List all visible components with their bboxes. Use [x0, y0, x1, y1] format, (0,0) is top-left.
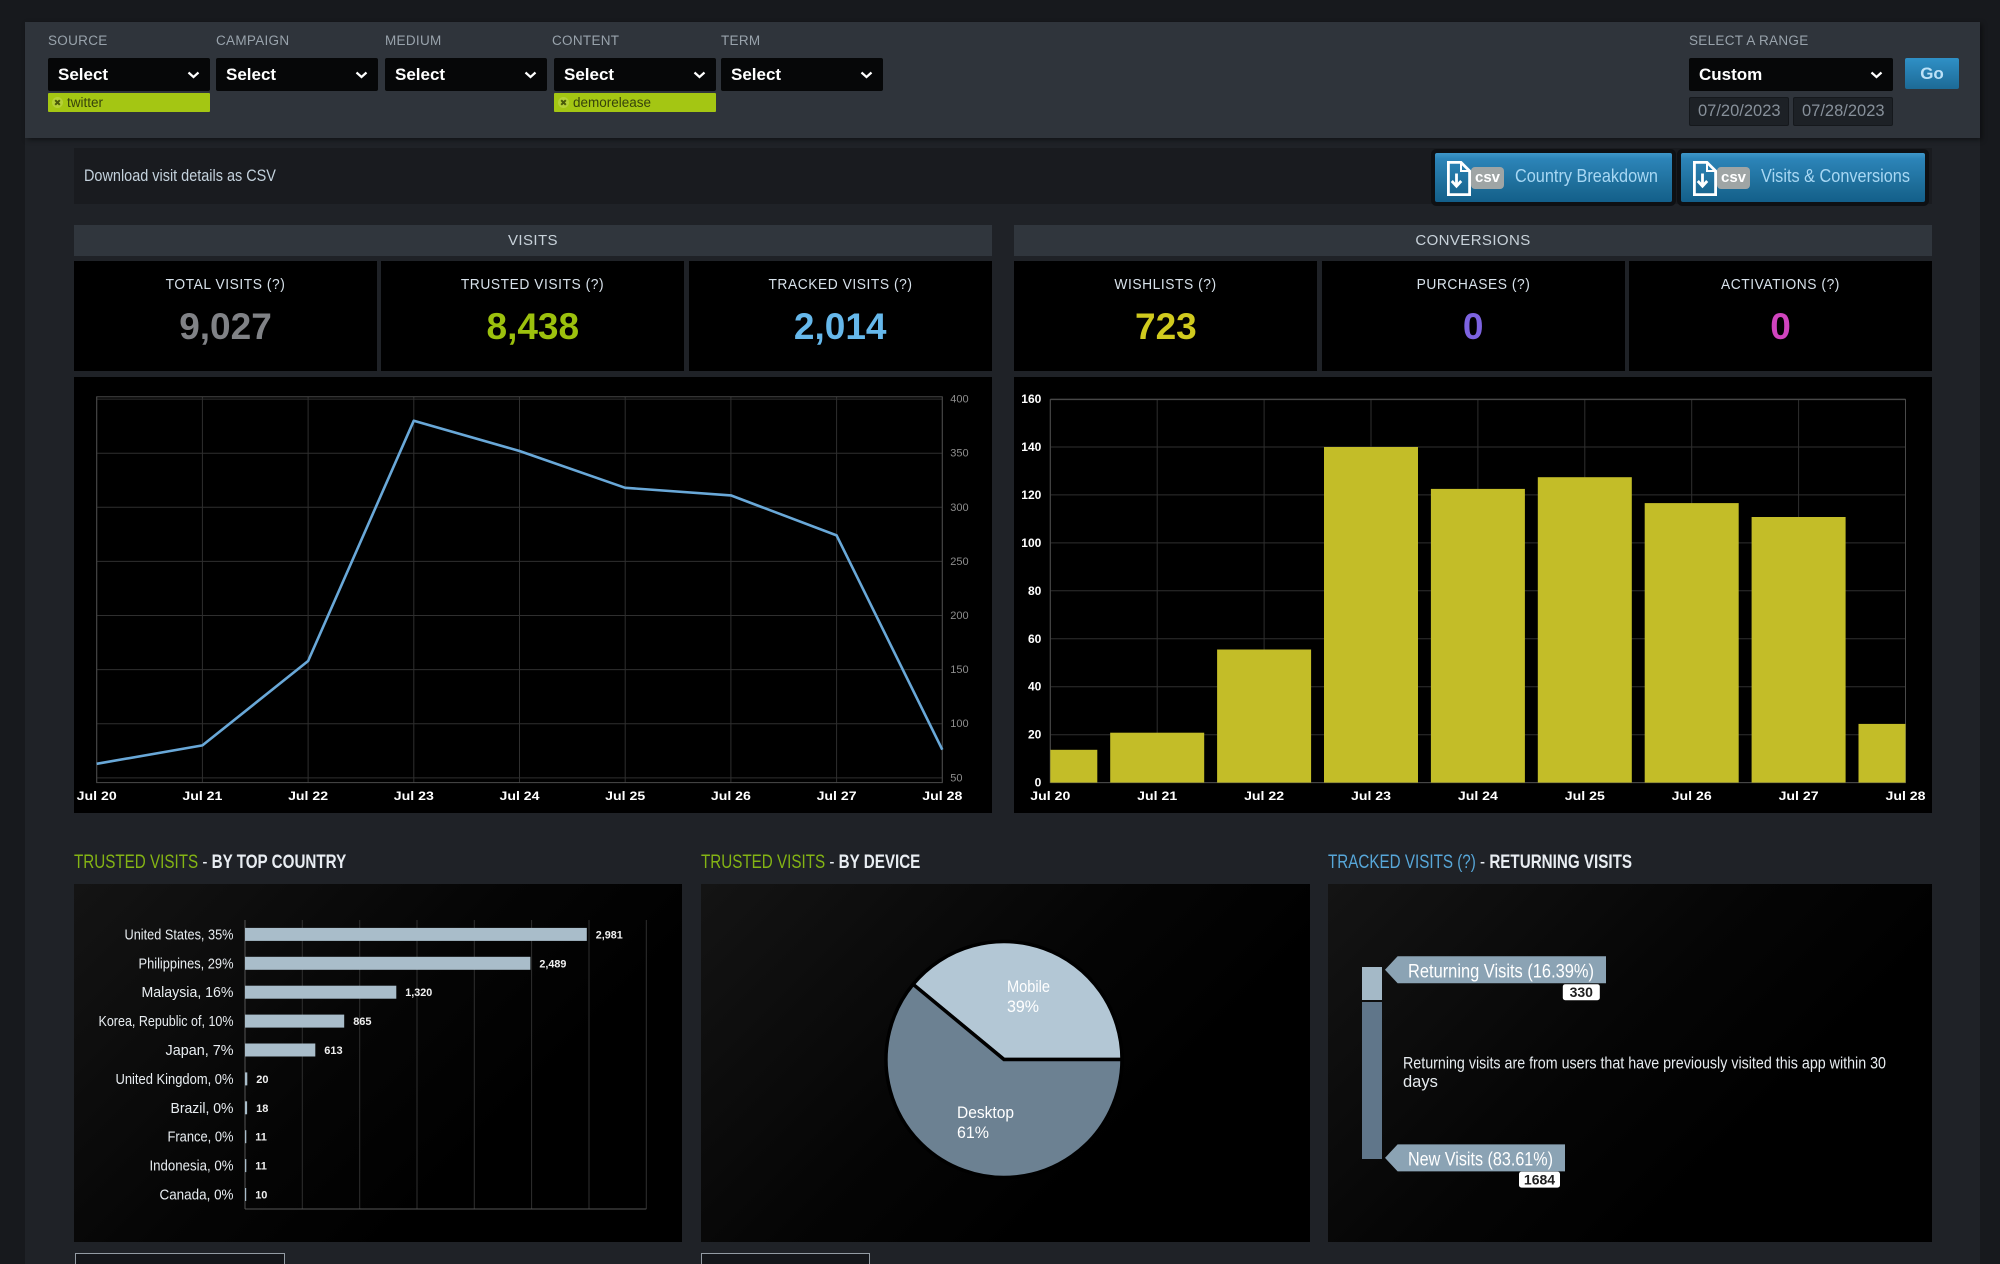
svg-text:613: 613 — [324, 1045, 342, 1057]
svg-text:Jul 20: Jul 20 — [77, 789, 117, 803]
svg-text:Brazil, 0%: Brazil, 0% — [171, 1101, 234, 1117]
svg-text:330: 330 — [1570, 984, 1594, 1000]
svg-text:Jul 27: Jul 27 — [817, 789, 857, 803]
svg-text:60: 60 — [1028, 632, 1042, 646]
svg-text:1,320: 1,320 — [405, 987, 432, 999]
svg-text:11: 11 — [255, 1161, 267, 1173]
svg-text:Jul 24: Jul 24 — [500, 789, 540, 803]
svg-text:Returning Visits (16.39%): Returning Visits (16.39%) — [1408, 962, 1594, 983]
svg-text:New Visits (83.61%): New Visits (83.61%) — [1408, 1150, 1553, 1171]
svg-text:350: 350 — [950, 448, 968, 460]
svg-text:0: 0 — [1035, 776, 1042, 790]
svg-text:400: 400 — [950, 394, 968, 406]
svg-text:Jul 23: Jul 23 — [394, 789, 434, 803]
svg-text:Jul 26: Jul 26 — [1672, 789, 1712, 803]
svg-text:France, 0%: France, 0% — [168, 1130, 234, 1146]
svg-text:United Kingdom, 0%: United Kingdom, 0% — [116, 1072, 234, 1088]
svg-text:Jul 21: Jul 21 — [1137, 789, 1177, 803]
svg-text:Desktop: Desktop — [957, 1104, 1014, 1122]
svg-text:250: 250 — [950, 556, 968, 568]
svg-text:Returning visits are from user: Returning visits are from users that hav… — [1403, 1055, 1886, 1073]
svg-text:80: 80 — [1028, 584, 1042, 598]
svg-text:865: 865 — [353, 1016, 371, 1028]
svg-text:Jul 28: Jul 28 — [922, 789, 962, 803]
svg-text:61%: 61% — [957, 1124, 989, 1142]
svg-text:20: 20 — [1028, 728, 1042, 742]
svg-text:40: 40 — [1028, 680, 1042, 694]
svg-text:Jul 22: Jul 22 — [1244, 789, 1284, 803]
svg-text:Canada, 0%: Canada, 0% — [160, 1188, 234, 1204]
svg-text:140: 140 — [1021, 440, 1041, 454]
svg-text:Jul 25: Jul 25 — [1565, 789, 1605, 803]
svg-text:120: 120 — [1021, 488, 1041, 502]
svg-text:10: 10 — [255, 1190, 267, 1202]
svg-text:Korea, Republic of, 10%: Korea, Republic of, 10% — [99, 1014, 234, 1030]
svg-text:150: 150 — [950, 664, 968, 676]
svg-text:days: days — [1403, 1073, 1438, 1091]
svg-text:2,981: 2,981 — [596, 929, 623, 941]
svg-text:100: 100 — [950, 718, 968, 730]
svg-text:100: 100 — [1021, 536, 1041, 550]
svg-text:Jul 22: Jul 22 — [288, 789, 328, 803]
svg-text:200: 200 — [950, 610, 968, 622]
svg-text:Jul 26: Jul 26 — [711, 789, 751, 803]
svg-text:Jul 27: Jul 27 — [1779, 789, 1819, 803]
svg-text:1684: 1684 — [1524, 1172, 1555, 1188]
svg-text:Jul 24: Jul 24 — [1458, 789, 1498, 803]
svg-text:Jul 23: Jul 23 — [1351, 789, 1391, 803]
svg-text:Mobile: Mobile — [1007, 978, 1050, 996]
svg-text:11: 11 — [255, 1132, 267, 1144]
svg-text:Jul 21: Jul 21 — [182, 789, 222, 803]
svg-text:18: 18 — [256, 1103, 268, 1115]
svg-text:Philippines, 29%: Philippines, 29% — [139, 956, 234, 972]
svg-text:20: 20 — [256, 1074, 268, 1086]
svg-text:United States, 35%: United States, 35% — [125, 927, 234, 943]
svg-text:Indonesia, 0%: Indonesia, 0% — [150, 1159, 234, 1175]
svg-text:Jul 20: Jul 20 — [1030, 789, 1070, 803]
svg-text:Japan, 7%: Japan, 7% — [166, 1043, 234, 1059]
svg-text:50: 50 — [950, 772, 962, 784]
svg-text:300: 300 — [950, 502, 968, 514]
svg-text:2,489: 2,489 — [539, 958, 566, 970]
svg-text:Jul 28: Jul 28 — [1886, 789, 1926, 803]
svg-text:Malaysia, 16%: Malaysia, 16% — [142, 985, 234, 1001]
svg-text:Jul 25: Jul 25 — [605, 789, 645, 803]
svg-text:160: 160 — [1021, 392, 1041, 406]
svg-text:39%: 39% — [1007, 998, 1039, 1016]
